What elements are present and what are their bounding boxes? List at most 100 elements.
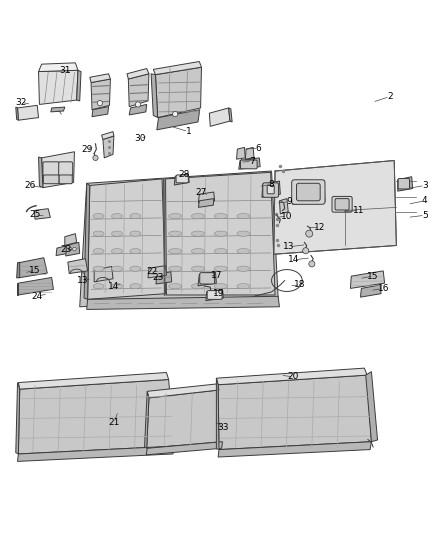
Ellipse shape	[191, 284, 205, 289]
FancyBboxPatch shape	[332, 197, 352, 212]
Polygon shape	[39, 70, 78, 104]
Polygon shape	[156, 272, 172, 284]
Ellipse shape	[130, 214, 141, 219]
FancyBboxPatch shape	[297, 183, 320, 201]
Polygon shape	[151, 74, 158, 118]
Ellipse shape	[214, 231, 227, 236]
Polygon shape	[84, 183, 90, 300]
Polygon shape	[18, 106, 39, 120]
Ellipse shape	[111, 231, 123, 236]
Polygon shape	[293, 181, 325, 204]
Polygon shape	[18, 379, 174, 454]
Ellipse shape	[191, 266, 205, 271]
FancyBboxPatch shape	[335, 199, 349, 210]
Polygon shape	[366, 372, 378, 442]
Polygon shape	[279, 199, 288, 214]
Ellipse shape	[237, 214, 250, 219]
Text: 30: 30	[134, 134, 146, 143]
Ellipse shape	[214, 284, 227, 289]
Ellipse shape	[169, 248, 182, 254]
Ellipse shape	[111, 214, 123, 219]
Ellipse shape	[237, 248, 250, 254]
Text: 23: 23	[152, 273, 163, 282]
Text: 8: 8	[268, 180, 275, 189]
Text: 19: 19	[213, 289, 225, 298]
Polygon shape	[147, 384, 219, 398]
Ellipse shape	[130, 284, 141, 289]
Polygon shape	[360, 285, 381, 297]
Polygon shape	[94, 266, 113, 282]
Polygon shape	[218, 375, 371, 449]
Polygon shape	[16, 107, 18, 120]
FancyBboxPatch shape	[267, 185, 274, 194]
Circle shape	[73, 247, 76, 251]
Polygon shape	[206, 289, 223, 301]
Ellipse shape	[191, 231, 205, 236]
Circle shape	[68, 247, 72, 251]
Polygon shape	[166, 172, 275, 295]
Text: 1: 1	[185, 127, 191, 136]
Polygon shape	[87, 296, 279, 310]
Polygon shape	[237, 147, 245, 159]
Ellipse shape	[191, 248, 205, 254]
Ellipse shape	[111, 266, 123, 271]
Text: 20: 20	[288, 373, 299, 382]
FancyBboxPatch shape	[207, 290, 222, 300]
Ellipse shape	[93, 214, 104, 219]
Text: 4: 4	[422, 196, 427, 205]
Ellipse shape	[169, 266, 182, 271]
Ellipse shape	[169, 284, 182, 289]
Polygon shape	[66, 243, 80, 256]
Polygon shape	[17, 262, 20, 278]
Polygon shape	[127, 69, 149, 79]
Polygon shape	[128, 74, 149, 107]
Polygon shape	[103, 136, 114, 158]
Text: 18: 18	[294, 280, 306, 289]
Text: 33: 33	[218, 423, 229, 432]
Text: 13: 13	[77, 276, 88, 285]
FancyBboxPatch shape	[200, 273, 215, 284]
Text: 23: 23	[60, 245, 71, 254]
Text: 7: 7	[249, 157, 255, 166]
Polygon shape	[147, 390, 223, 448]
Polygon shape	[198, 192, 215, 203]
Ellipse shape	[130, 231, 141, 236]
FancyBboxPatch shape	[292, 180, 325, 204]
Polygon shape	[51, 107, 65, 112]
Polygon shape	[146, 442, 223, 455]
Polygon shape	[198, 272, 216, 286]
Polygon shape	[209, 108, 230, 126]
Ellipse shape	[111, 284, 123, 289]
Polygon shape	[216, 368, 367, 385]
Text: 26: 26	[24, 181, 35, 190]
Polygon shape	[92, 107, 109, 117]
Polygon shape	[80, 171, 278, 307]
Text: 16: 16	[378, 284, 389, 293]
Text: 15: 15	[367, 272, 378, 281]
Ellipse shape	[169, 231, 182, 236]
Polygon shape	[39, 63, 78, 71]
Polygon shape	[102, 132, 114, 140]
Text: 25: 25	[29, 211, 41, 219]
Ellipse shape	[237, 284, 250, 289]
Polygon shape	[153, 61, 201, 75]
Circle shape	[306, 230, 313, 237]
Polygon shape	[274, 160, 396, 254]
Polygon shape	[174, 174, 189, 185]
Polygon shape	[218, 442, 371, 457]
Polygon shape	[39, 157, 43, 188]
FancyBboxPatch shape	[398, 179, 410, 189]
FancyBboxPatch shape	[43, 175, 59, 184]
Text: 14: 14	[288, 255, 299, 264]
Polygon shape	[148, 265, 166, 278]
Circle shape	[93, 155, 98, 160]
Polygon shape	[18, 278, 53, 295]
Ellipse shape	[191, 214, 205, 219]
Circle shape	[303, 248, 309, 254]
Ellipse shape	[93, 284, 104, 289]
FancyBboxPatch shape	[240, 160, 257, 169]
Polygon shape	[88, 179, 166, 300]
Circle shape	[97, 101, 102, 106]
Polygon shape	[129, 104, 147, 115]
Ellipse shape	[214, 248, 227, 254]
